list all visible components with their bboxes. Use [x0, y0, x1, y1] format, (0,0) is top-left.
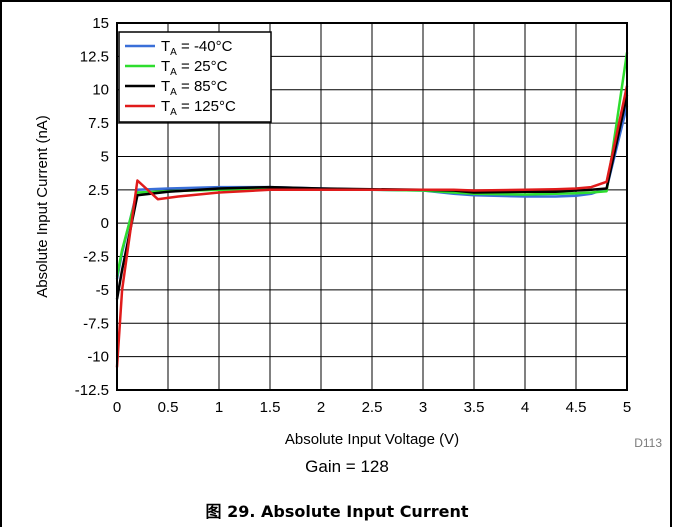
y-tick-label: 5	[101, 148, 109, 165]
y-tick-label: -12.5	[75, 382, 109, 399]
y-tick-label: -2.5	[83, 249, 109, 266]
frame-left-border	[0, 0, 2, 527]
y-tick-label: 15	[92, 15, 109, 32]
legend-label-main: T	[161, 98, 170, 115]
x-tick-label: 4	[521, 399, 529, 416]
y-tick-label: 2.5	[88, 182, 109, 199]
legend-label-subscript: A	[170, 67, 177, 78]
x-tick-label: 5	[623, 399, 631, 416]
x-tick-label: 3.5	[464, 399, 485, 416]
legend-label-main: T	[161, 78, 170, 95]
legend-label-1: TA = 25°C	[161, 58, 228, 78]
legend-label-main: T	[161, 58, 170, 75]
gain-note: Gain = 128	[305, 457, 389, 476]
legend: TA = -40°CTA = 25°CTA = 85°CTA = 125°C	[118, 31, 272, 123]
x-tick-labels: 0 0.5 1 1.5 2 2.5 3 3.5 4 4.5 5	[113, 399, 631, 416]
y-tick-label: 12.5	[80, 48, 109, 65]
y-tick-label: 7.5	[88, 115, 109, 132]
x-axis-label: Absolute Input Voltage (V)	[285, 431, 459, 448]
y-axis-label: Absolute Input Current (nA)	[34, 115, 51, 298]
figure-code: D113	[634, 436, 662, 450]
legend-label-rest: = 125°C	[177, 98, 236, 115]
frame-top-border	[0, 0, 672, 2]
legend-label-rest: = 85°C	[177, 78, 228, 95]
x-tick-label: 2.5	[362, 399, 383, 416]
legend-label-subscript: A	[170, 47, 177, 58]
x-tick-label: 4.5	[566, 399, 587, 416]
y-tick-label: -7.5	[83, 315, 109, 332]
x-tick-label: 1	[215, 399, 223, 416]
legend-label-3: TA = 125°C	[161, 98, 236, 118]
legend-label-rest: = 25°C	[177, 58, 228, 75]
legend-label-0: TA = -40°C	[161, 38, 233, 58]
figure-caption: 图 29. Absolute Input Current	[206, 502, 469, 521]
frame-right-border	[670, 0, 672, 527]
legend-label-2: TA = 85°C	[161, 78, 228, 98]
legend-label-subscript: A	[170, 107, 177, 118]
y-tick-label: 0	[101, 215, 109, 232]
x-tick-label: 3	[419, 399, 427, 416]
y-tick-label: -10	[87, 349, 109, 366]
y-tick-label: -5	[96, 282, 109, 299]
series-line-3	[115, 85, 629, 368]
legend-label-main: T	[161, 38, 170, 55]
x-tick-label: 1.5	[260, 399, 281, 416]
legend-label-rest: = -40°C	[177, 38, 233, 55]
series-lines	[115, 52, 629, 368]
legend-label-subscript: A	[170, 87, 177, 98]
x-tick-label: 2	[317, 399, 325, 416]
plot-frame	[116, 22, 628, 391]
x-tick-label: 0	[113, 399, 121, 416]
y-tick-labels: 15 12.5 10 7.5 5 2.5 0 -2.5 -5 -7.5 -10 -12.5	[75, 15, 109, 399]
x-tick-label: 0.5	[158, 399, 179, 416]
y-tick-label: 10	[92, 82, 109, 99]
